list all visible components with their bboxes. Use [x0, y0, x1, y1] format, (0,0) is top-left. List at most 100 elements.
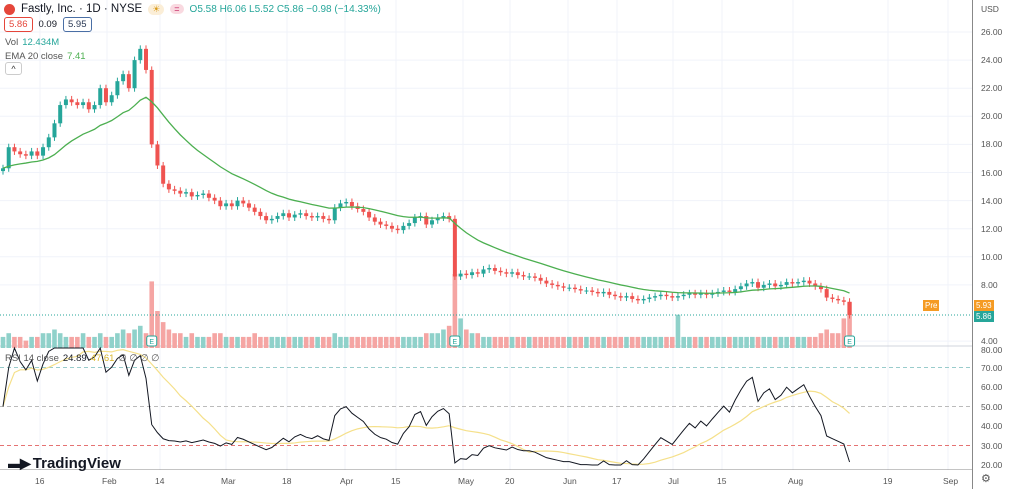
last-price: 5.86: [974, 311, 994, 322]
collapse-legend-button[interactable]: ^: [5, 62, 22, 75]
candle-body: [498, 270, 503, 273]
rsi-legend[interactable]: RSI 14 close 24.89 47.61 ∅ ∅ ∅ ∅: [5, 353, 159, 364]
candle-body: [641, 298, 646, 301]
volume-bar: [315, 336, 320, 348]
tradingview-logo[interactable]: ▬▶ TradingView: [8, 455, 121, 472]
volume-bar: [0, 336, 6, 348]
volume-bar: [469, 333, 475, 348]
volume-bar: [492, 336, 498, 348]
candle-body: [332, 207, 337, 221]
volume-bar: [687, 336, 692, 348]
volume-bar: [681, 336, 686, 348]
earnings-marker-icon: [449, 335, 461, 347]
volume-bar: [57, 333, 63, 348]
volume-bar: [675, 314, 681, 348]
volume-bar: [732, 336, 738, 348]
spread-value: 0.09: [38, 19, 58, 30]
market-hours-icon[interactable]: ☀: [148, 3, 165, 15]
candle-body: [555, 284, 560, 287]
time-tick: 19: [883, 476, 893, 486]
time-tick: 20: [505, 476, 515, 486]
symbol-title[interactable]: Fastly, Inc. · 1D · NYSE: [21, 3, 143, 15]
volume-bar: [229, 336, 235, 348]
volume-bar: [383, 336, 389, 348]
settings-gear-icon[interactable]: ⚙: [981, 473, 991, 485]
volume-bar: [406, 336, 412, 348]
volume-bar: [309, 336, 315, 348]
bid-button[interactable]: 5.86: [4, 17, 33, 32]
candle-body: [275, 216, 280, 219]
ema-legend[interactable]: EMA 20 close 7.41: [5, 51, 86, 62]
candle-body: [756, 282, 761, 288]
volume-bar: [578, 336, 584, 348]
volume-bar: [103, 336, 109, 348]
volume-bar: [126, 333, 132, 348]
candle-body: [81, 102, 86, 106]
volume-bar: [206, 336, 212, 348]
candle-body: [235, 200, 240, 207]
session-icon[interactable]: =: [170, 4, 184, 14]
candle-body: [824, 289, 829, 298]
price-tick: 10.00: [981, 251, 1003, 262]
candle-body: [46, 137, 51, 148]
candle-body: [573, 287, 577, 290]
rsi-tick: 30.00: [981, 440, 1003, 451]
volume-bar: [172, 333, 177, 348]
candle-body: [309, 216, 314, 218]
ema-label: EMA 20 close: [5, 51, 64, 62]
rsi-value: 24.89: [62, 353, 87, 364]
volume-bar: [584, 336, 589, 348]
rsi-ma-value: 47.61: [90, 353, 115, 364]
currency-selector[interactable]: USD: [981, 4, 999, 14]
vol-value: 12.434M: [22, 37, 60, 48]
volume-bar: [69, 336, 74, 348]
candle-body: [830, 297, 835, 299]
earnings-marker-icon: [146, 335, 158, 347]
time-tick: Mar: [221, 476, 236, 486]
candle-body: [738, 286, 743, 290]
volume-bar: [607, 336, 612, 348]
price-axis[interactable]: USD Pre 5.93 5.86 ⚙ 26.00 24.00 22.00 20.00…: [923, 0, 1024, 489]
candle-body: [172, 189, 177, 191]
candle-body: [86, 102, 91, 110]
candle-body: [818, 286, 823, 290]
candle-body: [41, 147, 46, 156]
candle-body: [584, 290, 589, 292]
ohlc-values: O5.58 H6.06 L5.52 C5.86 −0.98 (−14.33%): [189, 3, 381, 15]
ask-button[interactable]: 5.95: [63, 17, 92, 32]
brand-name: TradingView: [32, 455, 121, 472]
volume-bar: [841, 318, 847, 348]
candle-body: [550, 283, 555, 285]
candle-body: [784, 282, 789, 285]
rsi-label: RSI 14 close: [5, 353, 59, 364]
volume-bar: [801, 336, 807, 348]
volume-bar: [772, 336, 778, 348]
candle-body: [613, 294, 618, 297]
volume-bar: [704, 336, 709, 348]
candle-body: [264, 216, 269, 221]
price-tick: 18.00: [981, 139, 1003, 150]
time-tick: 15: [391, 476, 401, 486]
volume-bar: [601, 336, 606, 348]
price-tick: 8.00: [981, 279, 998, 290]
candle-body: [504, 272, 509, 274]
candle-body: [761, 284, 766, 288]
candle-body: [510, 272, 515, 274]
volume-bar: [418, 336, 423, 348]
earnings-marker-label: E: [453, 339, 458, 346]
volume-bar: [669, 336, 675, 348]
volume-bar: [137, 325, 143, 348]
volume-bar: [75, 336, 80, 348]
volume-bar: [355, 336, 360, 348]
volume-bar: [423, 333, 429, 348]
volume-legend[interactable]: Vol 12.434M: [5, 37, 59, 48]
candle-body: [744, 283, 749, 287]
candle-body: [166, 183, 171, 190]
volume-bar: [629, 336, 635, 348]
candle-body: [378, 221, 383, 225]
candle-body: [292, 214, 297, 218]
time-tick: 18: [282, 476, 292, 486]
candle-body: [538, 277, 543, 281]
time-tick: May: [458, 476, 475, 486]
